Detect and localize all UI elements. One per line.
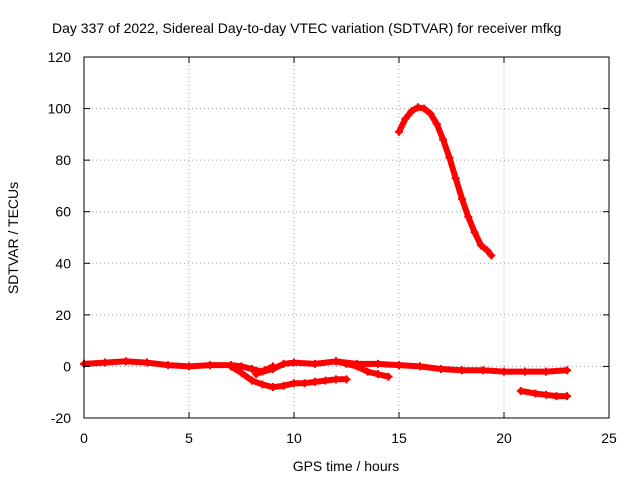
data-point xyxy=(395,127,403,136)
data-point xyxy=(363,367,372,376)
y-tick-label: 20 xyxy=(55,307,71,323)
data-point xyxy=(416,362,424,371)
data-point xyxy=(407,107,416,116)
data-point xyxy=(332,375,340,384)
data-point xyxy=(290,358,298,367)
data-point xyxy=(470,228,479,237)
data-point xyxy=(311,377,319,386)
data-point xyxy=(420,104,429,113)
data-point xyxy=(279,359,288,368)
data-point xyxy=(258,380,267,389)
series-trace xyxy=(81,358,570,375)
chart-title: Day 337 of 2022, Sidereal Day-to-day VTE… xyxy=(52,20,561,36)
x-tick-label: 5 xyxy=(185,430,193,446)
data-point xyxy=(563,392,571,401)
data-point xyxy=(552,392,561,401)
data-point xyxy=(248,365,256,374)
data-point xyxy=(487,251,496,260)
data-point xyxy=(269,362,277,371)
y-tick-label: 0 xyxy=(63,358,71,374)
data-point xyxy=(185,362,193,371)
data-point xyxy=(248,376,256,385)
data-point xyxy=(500,367,508,376)
data-point xyxy=(374,359,382,368)
data-point xyxy=(542,367,550,376)
data-layer xyxy=(80,103,571,401)
x-tick-label: 15 xyxy=(391,430,407,446)
y-axis: -20 0 20 40 60 80 100 120 xyxy=(48,49,609,426)
data-point xyxy=(384,372,393,381)
data-point xyxy=(521,367,529,376)
y-tick-label: 60 xyxy=(55,204,71,220)
data-point xyxy=(311,359,319,368)
y-axis-label: SDTVAR / TECUs xyxy=(5,182,21,294)
data-point xyxy=(464,212,473,221)
x-tick-label: 10 xyxy=(286,430,302,446)
series-arc-peak xyxy=(395,103,496,260)
data-point xyxy=(445,153,454,162)
data-point xyxy=(374,370,382,379)
data-point xyxy=(437,365,445,374)
data-point xyxy=(516,386,525,395)
data-point xyxy=(321,376,330,385)
y-tick-label: 80 xyxy=(55,152,71,168)
y-tick-label: 40 xyxy=(55,255,71,271)
data-point xyxy=(269,383,277,392)
data-point xyxy=(542,390,550,399)
data-point xyxy=(439,135,448,144)
y-tick-label: -20 xyxy=(51,410,71,426)
data-point xyxy=(458,194,466,203)
x-tick-label: 0 xyxy=(80,430,88,446)
data-point xyxy=(342,359,351,368)
x-tick-label: 25 xyxy=(601,430,617,446)
x-axis: 0 5 10 15 20 25 xyxy=(80,57,617,446)
data-point xyxy=(479,366,487,375)
data-point xyxy=(563,366,571,375)
data-point xyxy=(432,120,441,129)
data-point xyxy=(101,358,109,367)
data-point xyxy=(279,381,288,390)
data-point xyxy=(164,361,172,370)
data-point xyxy=(122,357,130,366)
y-tick-label: 100 xyxy=(48,101,72,117)
data-point xyxy=(395,361,403,370)
data-point xyxy=(206,361,214,370)
data-point xyxy=(483,246,492,255)
plot-frame xyxy=(83,56,610,419)
data-point xyxy=(531,389,540,398)
data-point xyxy=(227,362,235,371)
data-point xyxy=(252,370,261,379)
series-arc-short xyxy=(252,362,277,379)
series-arc-mid xyxy=(332,357,393,381)
y-tick-label: 120 xyxy=(48,49,72,65)
data-point xyxy=(413,103,422,112)
x-axis-label: GPS time / hours xyxy=(293,458,400,474)
data-point xyxy=(401,114,410,123)
data-point xyxy=(451,174,460,183)
series-trace xyxy=(396,104,495,259)
data-point xyxy=(476,241,485,250)
series-arc-main xyxy=(80,357,571,376)
data-point xyxy=(426,109,435,118)
data-point xyxy=(332,357,340,366)
data-point xyxy=(143,358,151,367)
data-point xyxy=(342,375,351,384)
series-arc-tail xyxy=(516,386,571,401)
data-point xyxy=(300,379,309,388)
series-arc-dip xyxy=(227,362,351,392)
data-point xyxy=(237,368,246,377)
data-point xyxy=(260,366,269,375)
data-point xyxy=(458,366,466,375)
x-tick-label: 20 xyxy=(496,430,512,446)
grid xyxy=(84,57,609,418)
data-point xyxy=(353,362,361,371)
data-point xyxy=(290,379,298,388)
